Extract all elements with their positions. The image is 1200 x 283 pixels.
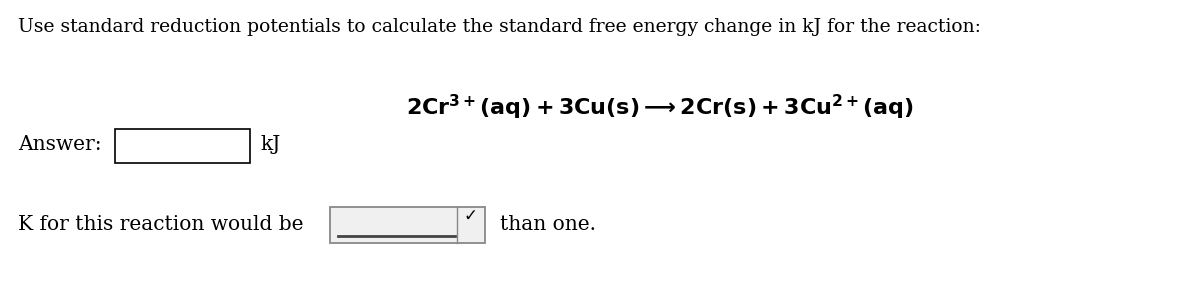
Text: than one.: than one. (500, 215, 596, 234)
Text: K for this reaction would be: K for this reaction would be (18, 215, 304, 234)
Text: ✓: ✓ (463, 207, 476, 225)
Bar (330, 207, 485, 243)
Text: Use standard reduction potentials to calculate the standard free energy change i: Use standard reduction potentials to cal… (18, 18, 980, 36)
Text: Answer:: Answer: (18, 135, 102, 154)
Bar (115, 129, 250, 163)
Text: $\mathbf{2Cr^{3+}(aq) + 3Cu(s){\longrightarrow}2Cr(s) + 3Cu^{2+}(aq)}$: $\mathbf{2Cr^{3+}(aq) + 3Cu(s){\longrigh… (407, 93, 913, 122)
Text: kJ: kJ (260, 135, 281, 154)
